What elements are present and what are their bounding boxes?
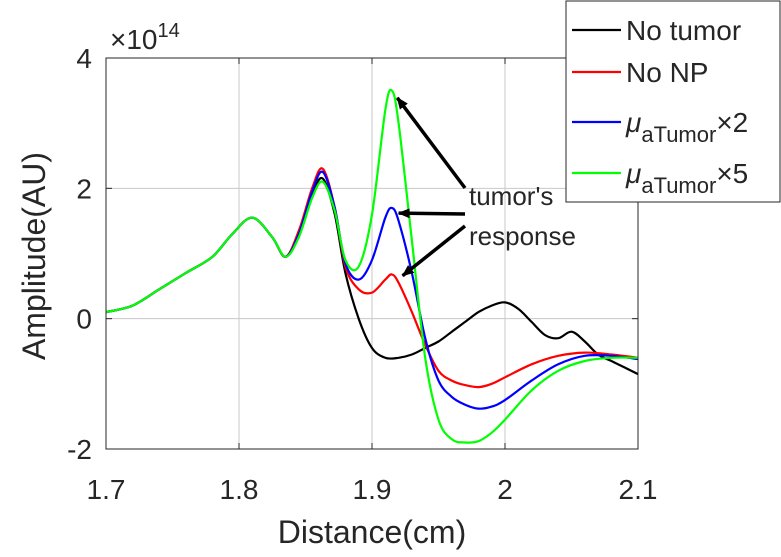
y-exponent-label: ×1014	[110, 20, 180, 55]
annotation-arrow-2	[401, 224, 467, 278]
annotation-line-2: response	[469, 221, 576, 251]
legend-sub-3: aTumor	[641, 173, 716, 198]
annotation-line-1: tumor's	[469, 181, 553, 211]
y-tick-label-2: 2	[76, 173, 92, 204]
y-axis-label: Amplitude(AU)	[16, 152, 52, 360]
y-exponent: 14	[158, 20, 180, 42]
legend-suffix-2: ×2	[716, 107, 748, 138]
legend-label-0: No tumor	[626, 15, 741, 46]
legend-mu-2: μ	[625, 107, 641, 138]
annotation-arrow-1	[397, 208, 466, 219]
legend-mu-3: μ	[625, 158, 641, 189]
x-axis-label: Distance(cm)	[278, 514, 466, 550]
legend-label-1: No NP	[626, 57, 708, 88]
y-tick-label-1: 0	[76, 304, 92, 335]
y-tick-label-3: 4	[76, 43, 92, 74]
x-tick-label-3: 2	[497, 474, 513, 505]
annotation: tumor's response	[395, 96, 576, 278]
legend-box	[565, 0, 781, 203]
grid	[106, 58, 638, 449]
legend-suffix-3: ×5	[716, 158, 748, 189]
x-tick-label-2: 1.9	[353, 474, 392, 505]
annotation-arrow-0	[395, 96, 467, 190]
legend-label-2: μaTumor×2	[625, 107, 748, 147]
annotation-arrows	[395, 96, 467, 278]
y-tick-label-0: -2	[67, 434, 92, 465]
series-line-3	[105, 88, 639, 444]
x-tick-label-4: 2.1	[619, 474, 658, 505]
legend-label-3: μaTumor×5	[625, 158, 748, 198]
legend-sub-2: aTumor	[641, 122, 716, 147]
x-tick-label-1: 1.8	[220, 474, 259, 505]
x-tick-label-0: 1.7	[87, 474, 126, 505]
tick-labels-group: 1.7 1.8 1.9 2 2.1 -2 0 2 4	[67, 43, 657, 505]
series-group	[105, 88, 639, 444]
